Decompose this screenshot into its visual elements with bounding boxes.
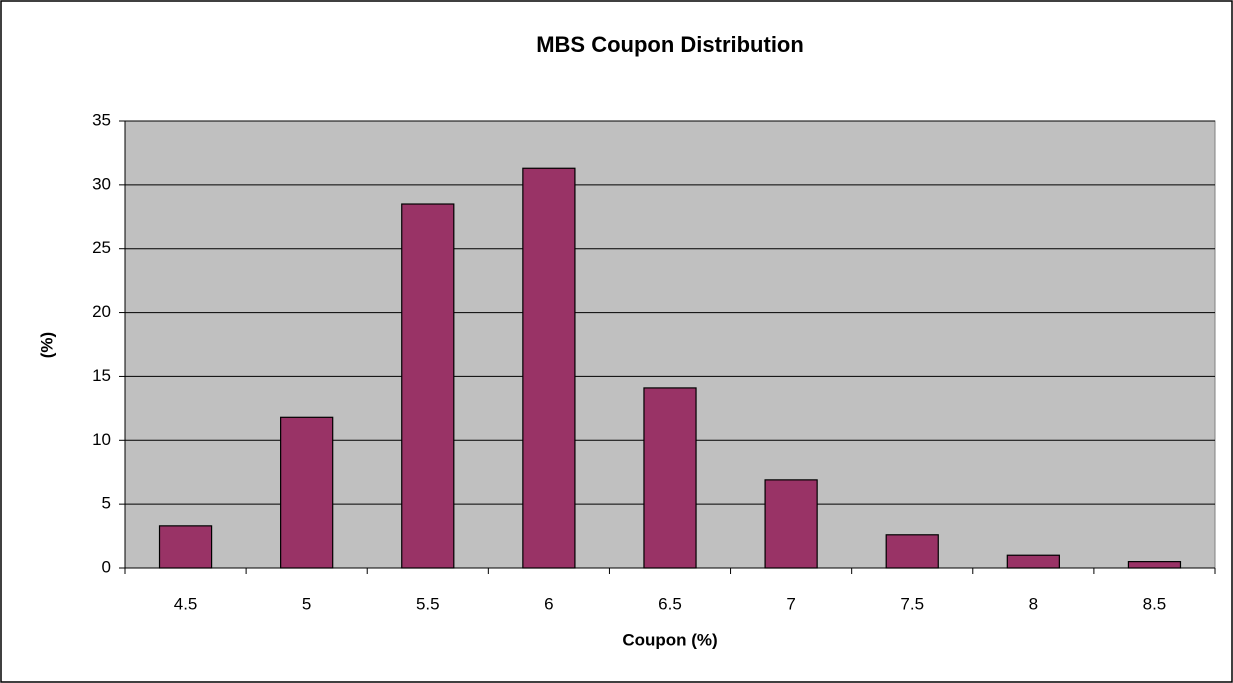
bar bbox=[885, 534, 939, 569]
y-tick-label: 10 bbox=[92, 430, 111, 449]
y-tick-label: 15 bbox=[92, 366, 111, 385]
y-tick-label: 35 bbox=[92, 110, 111, 129]
bar bbox=[280, 416, 334, 569]
bar bbox=[158, 525, 213, 569]
x-tick-label: 4.5 bbox=[174, 594, 198, 613]
x-axis-label: Coupon (%) bbox=[622, 630, 717, 649]
bar bbox=[643, 387, 697, 569]
x-tick-label: 7.5 bbox=[900, 594, 924, 613]
bar bbox=[1006, 554, 1060, 569]
y-tick-label: 25 bbox=[92, 238, 111, 257]
x-tick-label: 8.5 bbox=[1143, 594, 1167, 613]
y-tick-label: 0 bbox=[102, 557, 111, 576]
x-tick-label: 6 bbox=[544, 594, 553, 613]
y-tick-label: 30 bbox=[92, 174, 111, 193]
y-tick-label: 5 bbox=[102, 494, 111, 513]
y-axis-label: (%) bbox=[37, 332, 56, 358]
x-tick-label: 5.5 bbox=[416, 594, 440, 613]
bar bbox=[1127, 561, 1182, 569]
x-tick-label: 6.5 bbox=[658, 594, 682, 613]
x-tick-label: 8 bbox=[1029, 594, 1038, 613]
bar bbox=[401, 203, 455, 569]
y-tick-label: 20 bbox=[92, 302, 111, 321]
x-tick-label: 5 bbox=[302, 594, 311, 613]
bar bbox=[764, 479, 818, 569]
x-tick-label: 7 bbox=[786, 594, 795, 613]
bar bbox=[522, 167, 576, 569]
chart-title: MBS Coupon Distribution bbox=[536, 32, 804, 57]
